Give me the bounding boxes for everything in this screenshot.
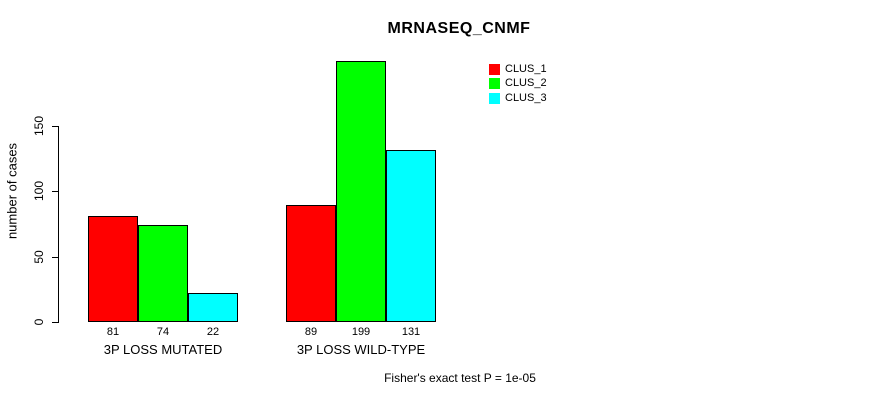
chart-title: MRNASEQ_CNMF [387, 20, 531, 37]
bar-value-label: 131 [401, 326, 421, 338]
bar-value-label: 89 [304, 326, 318, 338]
y-axis-label: number of cases [4, 142, 20, 240]
y-axis-tick-label: 0 [32, 318, 46, 326]
legend-label: CLUS_2 [505, 77, 547, 89]
bar-clus-1-3p-loss-wild-type [286, 205, 336, 322]
bar-clus-1-3p-loss-mutated [88, 216, 138, 322]
legend-label: CLUS_1 [505, 63, 547, 75]
bar-value-label: 81 [106, 326, 120, 338]
y-axis-tick-label: 150 [32, 115, 46, 136]
bar-clus-3-3p-loss-wild-type [386, 150, 436, 322]
bar-clus-2-3p-loss-wild-type [336, 61, 386, 322]
bar-clus-3-3p-loss-mutated [188, 293, 238, 322]
x-category-label-3p-loss-mutated: 3P LOSS MUTATED [103, 342, 223, 357]
fisher-test-caption: Fisher's exact test P = 1e-05 [384, 371, 536, 385]
legend-swatch-clus-1 [489, 64, 500, 75]
y-axis-tick [52, 125, 58, 127]
legend-label: CLUS_3 [505, 92, 547, 104]
y-axis-tick [52, 191, 58, 192]
bar-value-label: 74 [156, 326, 170, 338]
legend-swatch-clus-3 [489, 93, 500, 104]
x-category-label-3p-loss-wild-type: 3P LOSS WILD-TYPE [296, 342, 426, 357]
y-axis-tick-label: 50 [32, 249, 46, 264]
bar-value-label: 199 [351, 326, 371, 338]
y-axis-tick-label: 100 [32, 180, 46, 202]
legend-swatch-clus-2 [489, 78, 500, 89]
y-axis-tick [52, 322, 58, 323]
bar-clus-2-3p-loss-mutated [138, 225, 188, 322]
y-axis-line [58, 125, 59, 323]
bar-value-label: 22 [206, 326, 220, 338]
y-axis-tick [52, 256, 58, 258]
